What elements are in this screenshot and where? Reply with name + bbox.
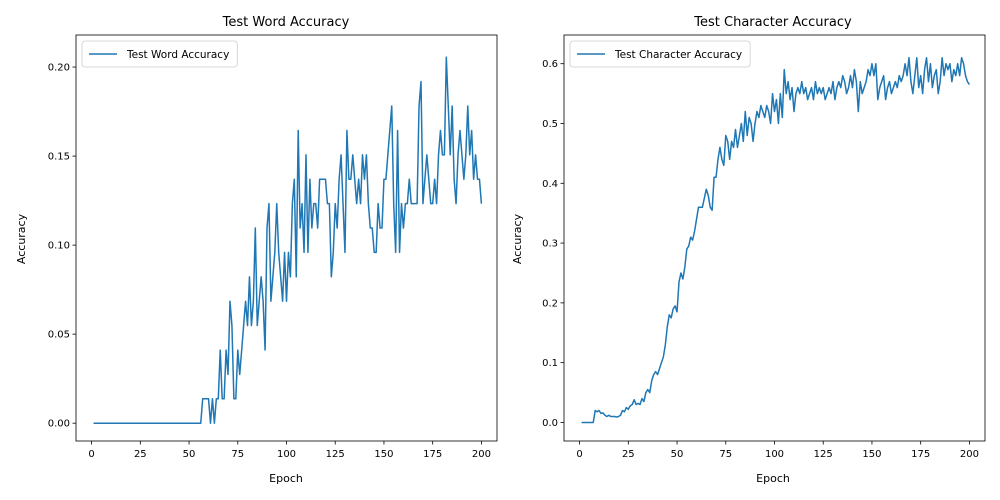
y-axis-label: Accuracy <box>511 213 524 264</box>
chart-title: Test Character Accuracy <box>693 15 852 30</box>
x-tick-label: 25 <box>622 449 635 460</box>
x-tick-label: 75 <box>231 449 244 460</box>
y-tick-label: 0.6 <box>542 59 558 70</box>
x-tick-label: 75 <box>719 449 732 460</box>
y-tick-label: 0.2 <box>542 298 558 309</box>
x-tick-label: 200 <box>472 449 491 460</box>
y-tick-label: 0.10 <box>48 241 70 252</box>
x-tick-label: 0 <box>88 449 94 460</box>
x-tick-label: 100 <box>277 449 296 460</box>
word-accuracy-chart: Test Word Accuracy 0 25 50 75 100 125 150 175 20… <box>15 15 498 485</box>
legend: Test Character Accuracy <box>569 40 751 68</box>
x-axis-label: Epoch <box>756 472 790 485</box>
y-tick-label: 0.1 <box>542 358 558 369</box>
x-tick-label: 150 <box>862 449 881 460</box>
x-tick-label: 125 <box>814 449 833 460</box>
legend-label: Test Word Accuracy <box>126 49 229 61</box>
x-tick-label: 50 <box>183 449 196 460</box>
x-axis-label: Epoch <box>269 472 303 485</box>
x-tick-label: 150 <box>374 449 393 460</box>
x-tick-label: 125 <box>326 449 345 460</box>
y-axis-label: Accuracy <box>15 213 28 264</box>
x-tick-label: 50 <box>671 449 684 460</box>
legend: Test Word Accuracy <box>81 40 238 68</box>
y-tick-label: 0.15 <box>48 152 70 163</box>
legend-box <box>81 40 238 68</box>
y-tick-label: 0.5 <box>542 119 558 130</box>
legend-label: Test Character Accuracy <box>614 49 742 61</box>
x-tick-label: 100 <box>765 449 784 460</box>
legend-box <box>569 40 751 68</box>
y-tick-label: 0.3 <box>542 239 558 250</box>
y-tick-label: 0.05 <box>48 330 70 341</box>
series-line-0 <box>581 56 971 424</box>
y-tick-label: 0.00 <box>48 419 70 430</box>
x-tick-label: 25 <box>134 449 147 460</box>
character-accuracy-chart: Test Character Accuracy 0 25 50 75 100 125 150… <box>511 15 986 485</box>
y-tick-label: 0.4 <box>542 179 558 190</box>
chart-title: Test Word Accuracy <box>222 15 350 30</box>
y-tick-label: 0.0 <box>542 418 558 429</box>
x-tick-label: 175 <box>911 449 930 460</box>
x-tick-label: 175 <box>423 449 442 460</box>
series-line-0 <box>93 56 483 424</box>
y-tick-label: 0.20 <box>48 63 70 74</box>
x-tick-label: 200 <box>960 449 979 460</box>
x-tick-label: 0 <box>576 449 582 460</box>
